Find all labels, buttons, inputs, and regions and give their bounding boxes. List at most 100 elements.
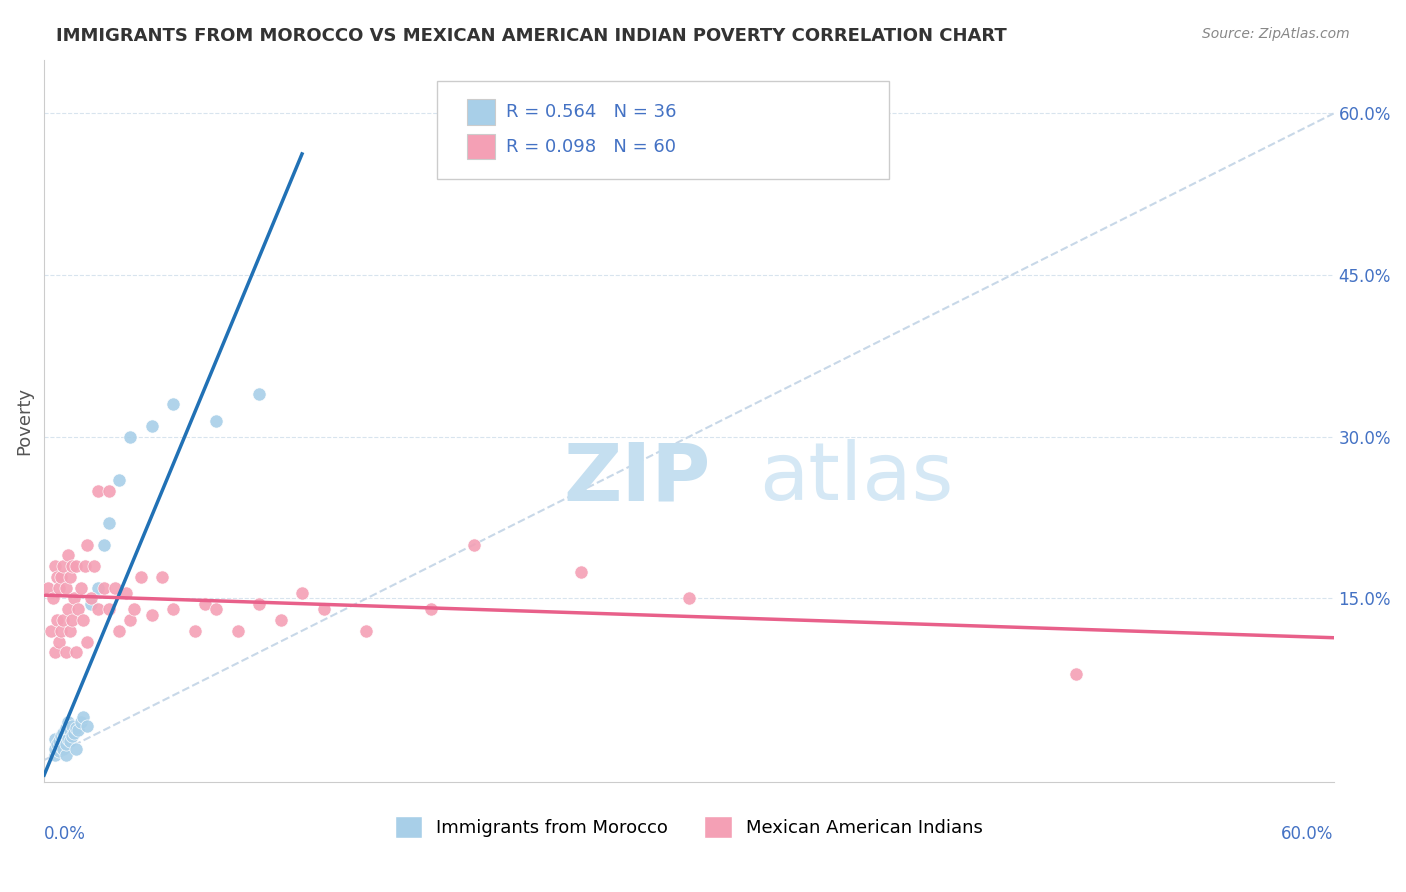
Point — [55, 737, 77, 751]
Point — [44, 645, 66, 659]
Point — [141, 419, 163, 434]
Point — [60, 613, 83, 627]
Point — [120, 613, 142, 627]
Point — [48, 744, 70, 758]
Text: IMMIGRANTS FROM MOROCCO VS MEXICAN AMERICAN INDIAN POVERTY CORRELATION CHART: IMMIGRANTS FROM MOROCCO VS MEXICAN AMERI… — [56, 27, 1007, 45]
Point — [129, 570, 152, 584]
Text: atlas: atlas — [759, 440, 953, 517]
Point — [56, 715, 79, 730]
Point — [48, 634, 70, 648]
Point — [270, 613, 292, 627]
Point — [162, 602, 184, 616]
Point — [312, 602, 335, 616]
Point — [150, 570, 173, 584]
Point — [51, 740, 73, 755]
Point — [124, 602, 146, 616]
Point — [97, 602, 120, 616]
Point — [60, 559, 83, 574]
Point — [463, 538, 485, 552]
Point — [48, 581, 70, 595]
Point — [205, 414, 228, 428]
FancyBboxPatch shape — [437, 81, 889, 178]
Point — [114, 586, 136, 600]
Point — [67, 723, 90, 737]
Point — [65, 559, 87, 574]
Point — [93, 581, 115, 595]
Point — [51, 624, 73, 638]
Point — [87, 581, 110, 595]
Point — [104, 581, 127, 595]
Point — [120, 430, 142, 444]
Text: R = 0.098   N = 60: R = 0.098 N = 60 — [506, 138, 676, 156]
Point — [69, 715, 91, 730]
Text: 60.0%: 60.0% — [1281, 825, 1334, 843]
Point — [183, 624, 205, 638]
Point — [420, 602, 443, 616]
Point — [55, 645, 77, 659]
Point — [41, 591, 63, 606]
Point — [93, 538, 115, 552]
Bar — [467, 99, 495, 125]
Legend: Immigrants from Morocco, Mexican American Indians: Immigrants from Morocco, Mexican America… — [388, 808, 990, 845]
Y-axis label: Poverty: Poverty — [15, 386, 32, 455]
Point — [39, 624, 62, 638]
Point — [80, 591, 103, 606]
Point — [65, 645, 87, 659]
Point — [46, 613, 69, 627]
Point — [48, 733, 70, 747]
Point — [65, 721, 87, 735]
Point — [83, 559, 105, 574]
Point — [76, 718, 98, 732]
Point — [67, 602, 90, 616]
Point — [226, 624, 249, 638]
Point — [65, 742, 87, 756]
Point — [44, 747, 66, 762]
Point — [59, 733, 82, 747]
Point — [291, 586, 314, 600]
Point — [571, 565, 593, 579]
Point — [97, 516, 120, 530]
Point — [72, 613, 94, 627]
Point — [52, 726, 75, 740]
Point — [87, 483, 110, 498]
Text: 0.0%: 0.0% — [44, 825, 86, 843]
Point — [56, 731, 79, 746]
Point — [356, 624, 378, 638]
Point — [44, 731, 66, 746]
Point — [59, 570, 82, 584]
Point — [678, 591, 700, 606]
Text: ZIP: ZIP — [564, 440, 711, 517]
Point — [56, 549, 79, 563]
Point — [108, 624, 131, 638]
Point — [46, 737, 69, 751]
Point — [60, 730, 83, 744]
Point — [247, 386, 270, 401]
Point — [59, 723, 82, 737]
Point — [162, 397, 184, 411]
Text: Source: ZipAtlas.com: Source: ZipAtlas.com — [1202, 27, 1350, 41]
Point — [194, 597, 217, 611]
Point — [52, 742, 75, 756]
Point — [141, 607, 163, 622]
Bar — [467, 134, 495, 160]
Point — [87, 602, 110, 616]
Point — [1064, 666, 1087, 681]
Point — [52, 559, 75, 574]
Point — [52, 613, 75, 627]
Point — [46, 570, 69, 584]
Point — [37, 581, 59, 595]
Point — [44, 559, 66, 574]
Point — [247, 597, 270, 611]
Point — [44, 742, 66, 756]
Point — [63, 591, 86, 606]
Point — [63, 726, 86, 740]
Point — [72, 710, 94, 724]
Text: R = 0.564   N = 36: R = 0.564 N = 36 — [506, 103, 676, 120]
Point — [108, 473, 131, 487]
Point — [73, 559, 96, 574]
Point — [60, 718, 83, 732]
Point — [76, 634, 98, 648]
Point — [55, 721, 77, 735]
Point — [56, 602, 79, 616]
Point — [80, 597, 103, 611]
